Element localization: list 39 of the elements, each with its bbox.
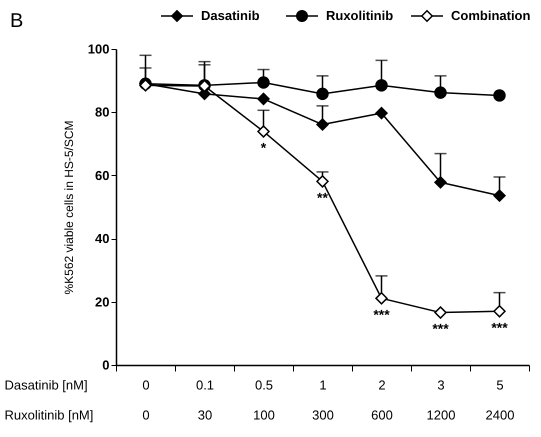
point xyxy=(257,125,270,138)
legend-label: Combination xyxy=(451,8,530,23)
x-tick-label: 0.5 100 xyxy=(253,378,275,422)
x-axis-title: Dasatinib [nM] Ruxolitinib [nM] xyxy=(4,378,94,422)
legend-label: Ruxolitinib xyxy=(326,8,394,23)
x-tick-label: 2 600 xyxy=(371,378,393,422)
x-tick-label: 0.1 30 xyxy=(196,378,214,422)
point xyxy=(316,88,329,100)
point xyxy=(375,106,388,120)
y-tick-label: 60 xyxy=(95,168,110,183)
point xyxy=(316,175,329,188)
y-tick-label: 100 xyxy=(88,42,110,56)
annotation: *** xyxy=(491,319,508,336)
point xyxy=(493,305,506,318)
point xyxy=(434,86,447,99)
annotation: ** xyxy=(317,189,328,206)
point xyxy=(434,306,447,319)
y-tick-label: 40 xyxy=(95,231,110,246)
point xyxy=(316,118,329,131)
y-tick-label: 0 xyxy=(102,358,110,372)
y-tick-label: 80 xyxy=(95,104,110,120)
y-tick-label: 20 xyxy=(95,294,110,310)
point xyxy=(375,292,388,305)
annotation: * xyxy=(260,139,267,156)
point xyxy=(375,79,388,92)
point xyxy=(493,89,506,102)
annotation: *** xyxy=(432,320,450,337)
x-tick-label: 0 0 xyxy=(142,378,150,422)
x-tick-label: 1 300 xyxy=(312,378,334,422)
legend-label: Dasatinib xyxy=(201,8,260,23)
x-tick-label: 5 2400 xyxy=(486,378,514,422)
x-tick-label: 3 1200 xyxy=(426,378,456,422)
chart-title: B xyxy=(10,10,24,32)
annotation: *** xyxy=(373,306,390,322)
y-axis-title: %K562 viable cells in HS-5/SCM xyxy=(62,120,76,295)
point xyxy=(257,76,270,89)
point xyxy=(493,189,506,202)
point xyxy=(257,92,270,106)
point xyxy=(434,176,447,189)
